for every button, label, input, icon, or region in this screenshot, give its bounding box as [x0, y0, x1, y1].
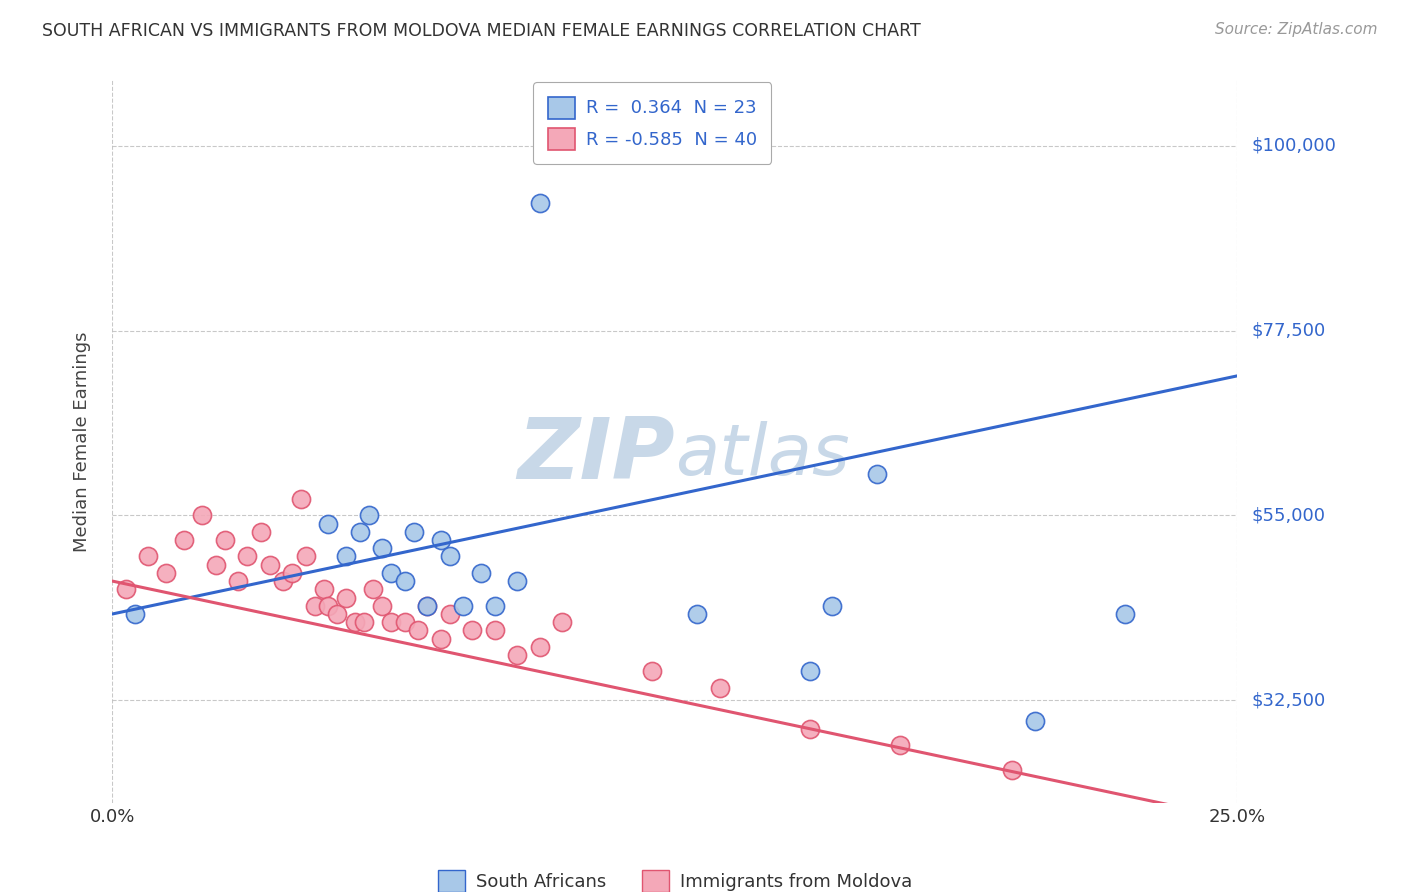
- Legend: South Africans, Immigrants from Moldova: South Africans, Immigrants from Moldova: [430, 863, 920, 892]
- Point: [506, 574, 529, 588]
- Point: [866, 467, 889, 482]
- Point: [335, 549, 357, 564]
- Point: [191, 508, 214, 523]
- Point: [318, 599, 340, 613]
- Point: [430, 632, 453, 646]
- Point: [506, 648, 529, 662]
- Point: [402, 524, 425, 539]
- Point: [344, 615, 367, 630]
- Point: [799, 665, 821, 679]
- Point: [416, 599, 439, 613]
- Point: [461, 624, 484, 638]
- Point: [821, 599, 844, 613]
- Point: [889, 739, 911, 753]
- Text: $32,500: $32,500: [1251, 691, 1326, 709]
- Point: [470, 566, 492, 580]
- Point: [259, 558, 281, 572]
- Point: [1001, 763, 1024, 777]
- Point: [290, 491, 312, 506]
- Point: [484, 599, 506, 613]
- Point: [529, 196, 551, 211]
- Point: [353, 615, 375, 630]
- Point: [295, 549, 318, 564]
- Text: Source: ZipAtlas.com: Source: ZipAtlas.com: [1215, 22, 1378, 37]
- Point: [214, 533, 236, 547]
- Text: $100,000: $100,000: [1251, 137, 1336, 155]
- Point: [371, 599, 394, 613]
- Text: atlas: atlas: [675, 422, 849, 491]
- Point: [124, 607, 146, 621]
- Point: [273, 574, 295, 588]
- Point: [115, 582, 138, 597]
- Text: ZIP: ZIP: [517, 415, 675, 498]
- Point: [529, 640, 551, 654]
- Point: [326, 607, 349, 621]
- Point: [1024, 714, 1046, 728]
- Point: [709, 681, 731, 695]
- Point: [380, 615, 402, 630]
- Point: [430, 533, 453, 547]
- Point: [363, 582, 385, 597]
- Point: [641, 665, 664, 679]
- Point: [394, 615, 416, 630]
- Point: [380, 566, 402, 580]
- Point: [439, 607, 461, 621]
- Point: [371, 541, 394, 556]
- Point: [138, 549, 160, 564]
- Point: [349, 524, 371, 539]
- Point: [281, 566, 304, 580]
- Text: $55,000: $55,000: [1251, 507, 1326, 524]
- Point: [228, 574, 250, 588]
- Point: [394, 574, 416, 588]
- Point: [453, 599, 475, 613]
- Point: [312, 582, 335, 597]
- Point: [155, 566, 177, 580]
- Point: [1114, 607, 1136, 621]
- Point: [686, 607, 709, 621]
- Text: SOUTH AFRICAN VS IMMIGRANTS FROM MOLDOVA MEDIAN FEMALE EARNINGS CORRELATION CHAR: SOUTH AFRICAN VS IMMIGRANTS FROM MOLDOVA…: [42, 22, 921, 40]
- Point: [236, 549, 259, 564]
- Point: [205, 558, 228, 572]
- Point: [318, 516, 340, 531]
- Point: [799, 722, 821, 736]
- Point: [439, 549, 461, 564]
- Point: [416, 599, 439, 613]
- Point: [250, 524, 273, 539]
- Point: [304, 599, 326, 613]
- Point: [551, 615, 574, 630]
- Text: $77,500: $77,500: [1251, 322, 1326, 340]
- Point: [484, 624, 506, 638]
- Point: [335, 591, 357, 605]
- Y-axis label: Median Female Earnings: Median Female Earnings: [73, 331, 91, 552]
- Point: [408, 624, 430, 638]
- Point: [173, 533, 195, 547]
- Point: [357, 508, 380, 523]
